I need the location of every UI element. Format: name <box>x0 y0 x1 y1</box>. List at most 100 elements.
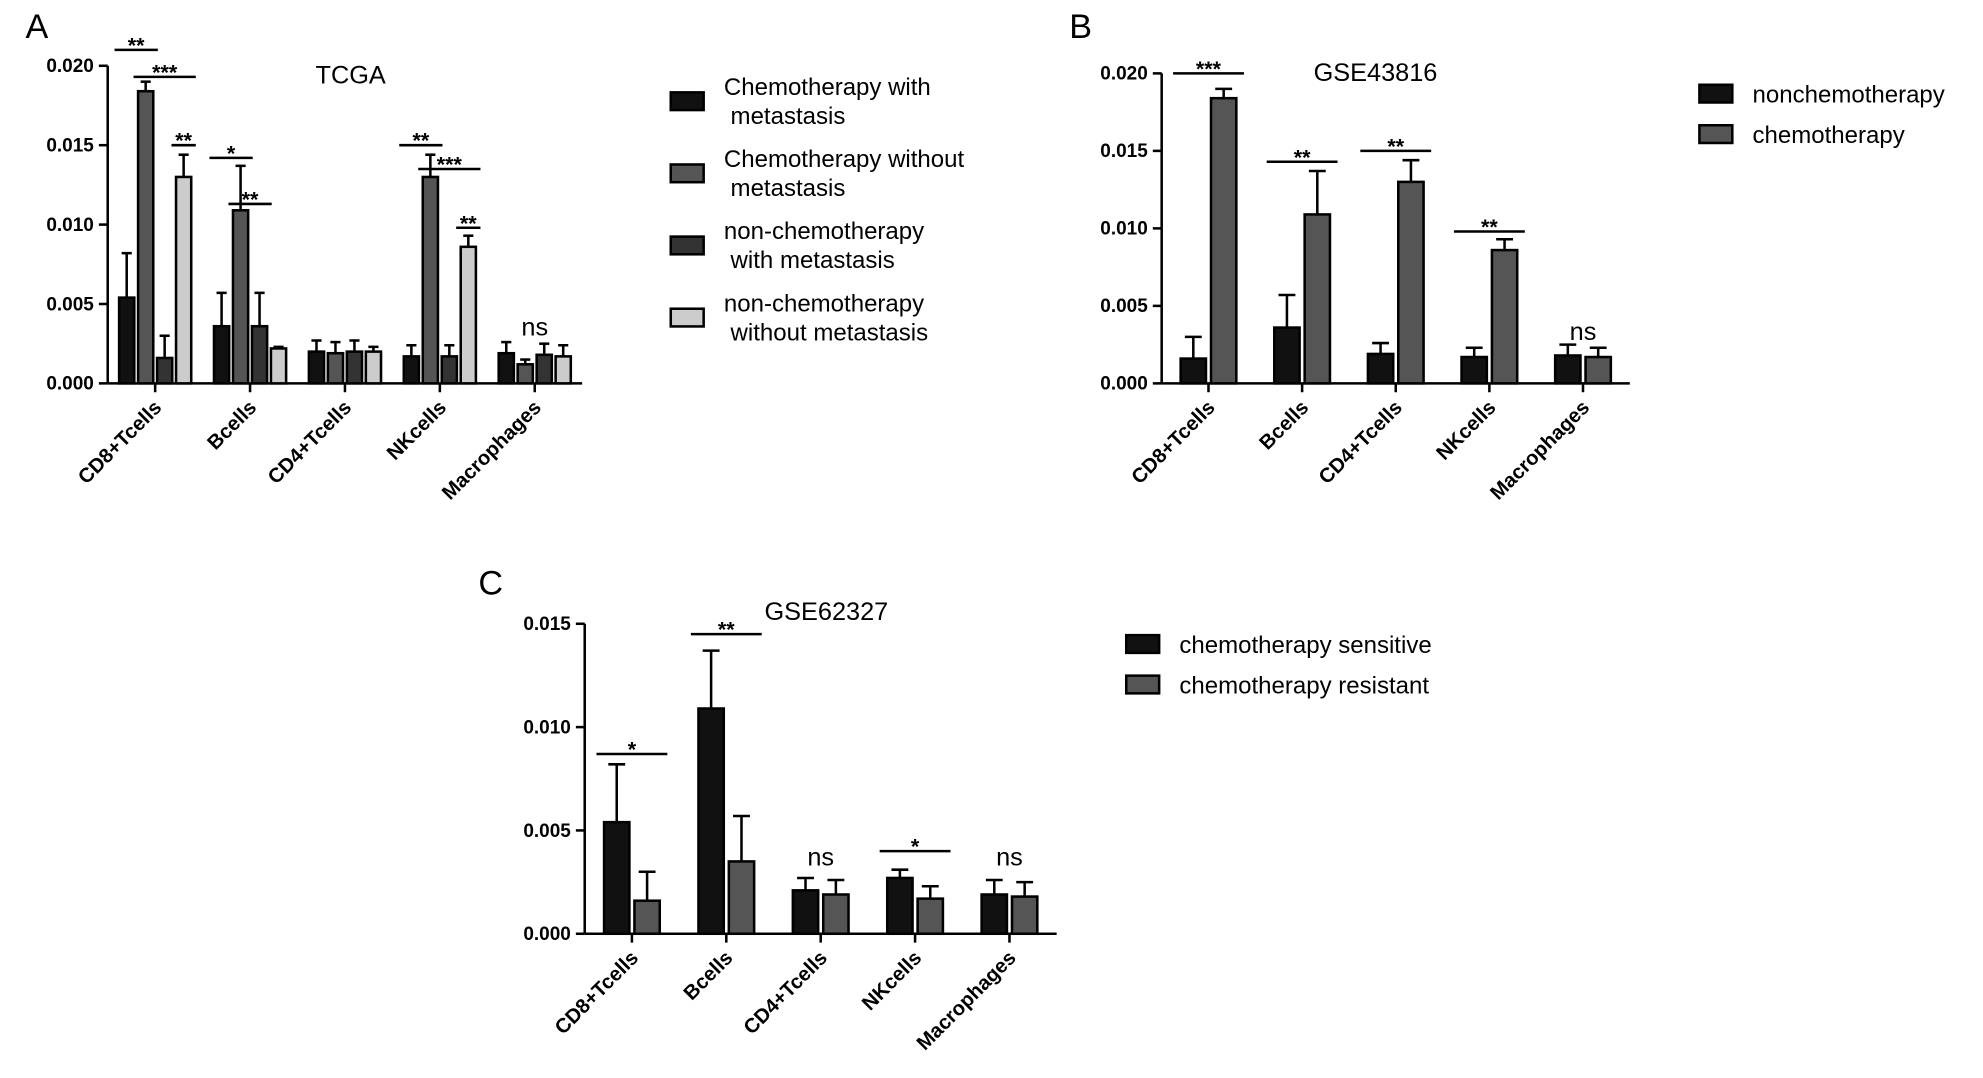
x-tick-label: NKcells <box>858 947 926 1015</box>
y-tick-label: 0.005 <box>1100 296 1148 317</box>
bar <box>1209 96 1238 385</box>
legend-line: non-chemotherapy <box>724 290 924 317</box>
bar <box>1584 355 1613 385</box>
significance-label: * <box>227 141 236 165</box>
bar <box>459 245 478 385</box>
y-tick-label: 0.015 <box>523 614 571 635</box>
y-tick-label: 0.010 <box>1100 219 1147 240</box>
legend-line: with metastasis <box>724 247 895 274</box>
bar <box>497 351 516 385</box>
bar <box>916 897 945 936</box>
significance-label: ns <box>521 314 548 342</box>
legend-line: Chemotherapy without <box>724 146 965 173</box>
bar <box>117 296 136 385</box>
legend-swatch <box>1124 674 1161 695</box>
legend-label: chemotherapy resistant <box>1179 672 1429 699</box>
bar <box>345 350 364 385</box>
legend-line: without metastasis <box>724 319 928 346</box>
legend-swatch <box>669 235 705 256</box>
bar <box>1010 895 1039 936</box>
x-tick-label: CD4+Tcells <box>740 947 832 1039</box>
legend-label: chemotherapy sensitive <box>1179 632 1431 659</box>
significance-label: ** <box>175 129 192 153</box>
bar <box>980 893 1009 936</box>
x-tick-label: NKcells <box>383 397 451 465</box>
bar <box>307 350 326 385</box>
significance-label: ** <box>128 33 145 57</box>
bar <box>1366 352 1395 385</box>
bar <box>791 889 820 936</box>
y-tick-label: 0.000 <box>1100 374 1147 395</box>
panel-label: B <box>1069 8 1092 46</box>
y-tick-label: 0.015 <box>1100 141 1148 162</box>
legend-label: Chemotherapy with metastasis <box>724 74 931 130</box>
legend-swatch <box>669 163 705 184</box>
significance-label: * <box>911 835 920 859</box>
bar <box>1460 355 1489 385</box>
bar <box>1553 354 1582 385</box>
significance-label: ** <box>718 618 735 642</box>
x-tick-label: NKcells <box>1432 397 1500 465</box>
y-tick-label: 0.005 <box>46 294 94 315</box>
significance-label: * <box>628 737 637 761</box>
bar <box>269 347 288 385</box>
bar <box>535 353 554 385</box>
bar <box>231 209 250 385</box>
legend-label: Chemotherapy without metastasis <box>724 146 965 202</box>
significance-label: ** <box>1387 134 1404 158</box>
bar <box>1303 213 1332 385</box>
legend-swatch <box>669 91 705 112</box>
panel-label: C <box>478 565 503 603</box>
x-tick-label: Bcells <box>203 397 261 455</box>
significance-label: *** <box>1196 57 1222 81</box>
bar <box>421 175 440 385</box>
legend-swatch <box>1124 633 1161 655</box>
bar <box>516 363 535 385</box>
significance-label: ns <box>807 844 834 872</box>
x-tick-label: Macrophages <box>438 397 546 505</box>
significance-label: *** <box>437 153 463 177</box>
x-tick-label: CD4+Tcells <box>1315 397 1407 489</box>
y-tick-label: 0.000 <box>523 924 570 945</box>
bar <box>1397 180 1425 385</box>
bar <box>174 175 193 385</box>
legend-label: non-chemotherapy without metastasis <box>724 290 928 346</box>
bar <box>326 351 345 385</box>
y-tick-label: 0.020 <box>1100 64 1147 85</box>
significance-label: ** <box>242 187 259 211</box>
x-tick-label: CD4+Tcells <box>264 397 356 489</box>
bar <box>212 324 231 385</box>
bar <box>602 820 631 936</box>
bar <box>633 899 662 936</box>
bar <box>554 355 573 385</box>
legend-label: non-chemotherapy with metastasis <box>724 218 924 274</box>
bar <box>1179 357 1208 385</box>
legend-line: non-chemotherapy <box>724 218 924 245</box>
significance-label: ns <box>996 844 1023 872</box>
x-tick-label: Bcells <box>680 947 738 1005</box>
x-tick-label: CD8+Tcells <box>74 397 166 489</box>
bar <box>697 707 726 936</box>
significance-label: ns <box>1570 318 1597 346</box>
bar <box>821 893 850 936</box>
bar <box>885 876 914 936</box>
significance-label: *** <box>152 60 178 84</box>
legend-line: metastasis <box>724 103 845 130</box>
bar <box>440 355 459 385</box>
significance-label: ** <box>1294 145 1311 169</box>
x-tick-label: Bcells <box>1256 397 1314 455</box>
bar <box>155 356 174 385</box>
y-tick-label: 0.015 <box>46 136 94 157</box>
bar <box>1273 326 1301 385</box>
legend-swatch <box>669 307 705 328</box>
chart-title: GSE43816 <box>1314 59 1438 87</box>
legend-swatch <box>1698 123 1734 145</box>
chart-title: GSE62327 <box>764 598 888 626</box>
x-tick-label: Macrophages <box>913 947 1021 1055</box>
bar <box>364 350 383 385</box>
chart-title: TCGA <box>316 62 386 90</box>
x-tick-label: CD8+Tcells <box>551 947 643 1039</box>
panel-label: A <box>25 8 48 46</box>
